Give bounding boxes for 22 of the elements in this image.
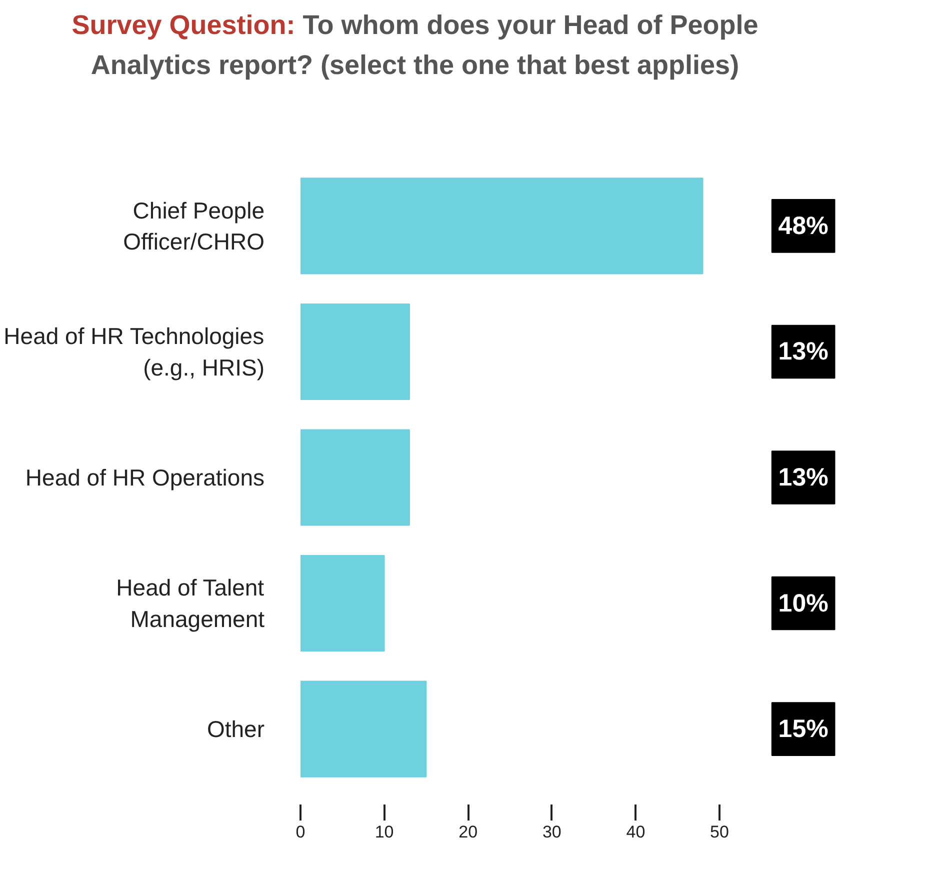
x-tick-label: 40: [626, 822, 646, 842]
bar: [300, 554, 385, 652]
chart-title: Survey Question: To whom does your Head of People Analytics report? (select the one that best applies): [70, 9, 760, 82]
bar: [300, 303, 410, 400]
data-label: 15%: [778, 715, 828, 744]
data-label: 13%: [778, 464, 828, 492]
data-label: 10%: [778, 589, 828, 618]
y-tick-label: Head of Talent Management: [116, 574, 266, 632]
x-tick-label: 0: [296, 822, 306, 842]
y-tick-label: Head of HR Technologies (e.g., HRIS): [4, 323, 265, 380]
y-tick-label: Other: [206, 716, 265, 742]
x-tick-label: 30: [542, 822, 562, 842]
x-tick-label: 10: [374, 822, 394, 842]
bar: [300, 680, 427, 778]
y-tick-label: Head of HR Operations: [25, 464, 265, 490]
bar: [300, 429, 410, 526]
bar: [300, 178, 704, 274]
data-label: 13%: [778, 338, 828, 366]
data-label: 48%: [778, 212, 828, 240]
y-tick-label: Chief People Officer/CHRO: [123, 197, 265, 255]
x-tick-label: 20: [458, 822, 478, 842]
x-tick-label: 50: [710, 822, 729, 842]
